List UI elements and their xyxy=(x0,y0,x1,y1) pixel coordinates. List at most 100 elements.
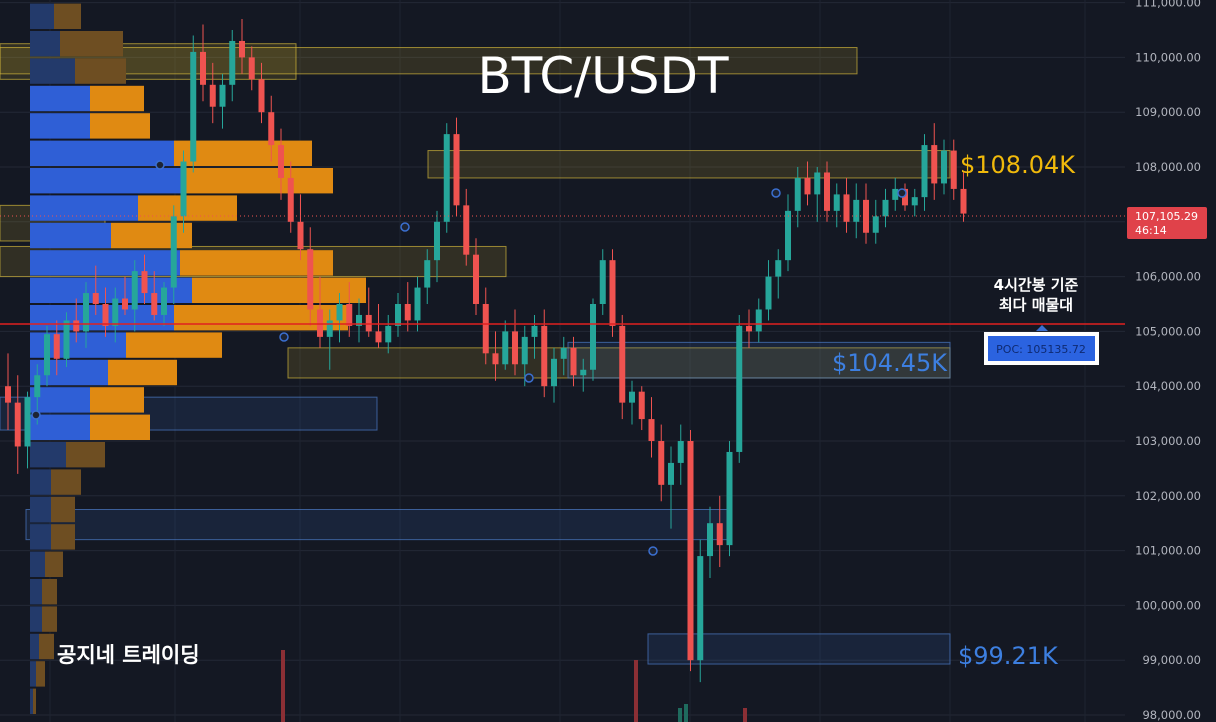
current-price-tag xyxy=(1127,207,1207,240)
candle-body xyxy=(395,304,401,326)
candle-body xyxy=(307,249,314,310)
candle-body xyxy=(63,320,70,359)
price-tick-label: 111,000.00 xyxy=(1135,0,1201,10)
candle-body xyxy=(268,112,275,146)
candle-body xyxy=(473,254,479,304)
pivot-marker xyxy=(400,222,410,232)
price-tick-label: 101,000.00 xyxy=(1135,544,1201,558)
candle-body xyxy=(44,334,50,376)
candle-body xyxy=(502,331,509,365)
demand-zone xyxy=(567,341,951,379)
profile-sell-bar xyxy=(90,387,144,413)
candle-body xyxy=(180,161,187,217)
profile-sell-bar xyxy=(36,661,45,687)
candle-body xyxy=(941,150,947,184)
candle-body xyxy=(521,336,528,365)
profile-buy-bar xyxy=(30,277,192,303)
profile-buy-bar xyxy=(30,113,90,139)
candle-body xyxy=(122,298,128,310)
candle-body xyxy=(853,199,860,222)
price-tick-label: 110,000.00 xyxy=(1135,50,1201,64)
profile-sell-bar xyxy=(90,414,150,440)
candle-body xyxy=(960,188,967,214)
profile-sell-bar xyxy=(54,3,81,29)
price-tick-label: 109,000.00 xyxy=(1135,105,1201,119)
profile-buy-bar xyxy=(30,661,36,687)
profile-sell-bar xyxy=(90,113,150,139)
candle-body xyxy=(843,194,850,222)
candle-body xyxy=(346,304,353,326)
profile-sell-bar xyxy=(33,688,36,714)
candle-body xyxy=(170,216,177,288)
profile-sell-bar xyxy=(60,31,123,57)
supply-zone xyxy=(0,47,858,75)
candle-body xyxy=(278,145,284,178)
candle-body xyxy=(599,260,606,304)
profile-sell-bar xyxy=(51,524,75,550)
candle-body xyxy=(736,325,743,452)
profile-buy-bar xyxy=(30,222,111,249)
chart-title: BTC/USDT xyxy=(477,47,729,105)
price-tick-label: 106,000.00 xyxy=(1135,270,1201,284)
candle-body xyxy=(580,369,587,376)
candle-body xyxy=(365,314,372,332)
candle-body xyxy=(882,199,889,217)
candle-body xyxy=(336,304,343,321)
profile-sell-bar xyxy=(90,85,144,112)
candle-body xyxy=(112,298,119,326)
candle-body xyxy=(131,271,138,310)
candle-body xyxy=(824,172,830,211)
volume-bar xyxy=(684,704,688,722)
pivot-marker xyxy=(897,188,907,198)
candle-body xyxy=(872,216,879,233)
candle-body xyxy=(151,293,158,315)
profile-buy-bar xyxy=(30,442,66,468)
watermark-brand: 공지네 트레이딩 xyxy=(57,643,200,667)
candle-body xyxy=(326,320,333,337)
profile-buy-bar xyxy=(30,250,180,276)
profile-buy-bar xyxy=(30,168,186,194)
volume-bar xyxy=(743,708,747,722)
candle-body xyxy=(248,57,255,80)
candle-body xyxy=(785,210,791,261)
pivot-marker xyxy=(279,332,289,342)
profile-buy-bar xyxy=(30,524,51,550)
candle-body xyxy=(804,177,811,195)
candle-body xyxy=(755,309,762,332)
candle-body xyxy=(190,51,197,162)
candle-body xyxy=(648,419,655,441)
candle-body xyxy=(34,375,41,398)
poc-box xyxy=(988,336,1095,361)
candle-body xyxy=(200,51,206,85)
candle-body xyxy=(638,391,645,420)
pivot-marker xyxy=(31,410,41,420)
profile-sell-bar xyxy=(174,140,312,166)
candle-body xyxy=(297,221,304,250)
candle-body xyxy=(404,304,411,321)
candle-body xyxy=(5,386,11,403)
profile-buy-bar xyxy=(30,31,60,57)
profile-sell-bar xyxy=(51,496,75,523)
candle-body xyxy=(658,441,665,485)
candle-body xyxy=(443,134,450,222)
profile-buy-bar xyxy=(30,140,174,166)
candle-body xyxy=(892,188,899,200)
price-tick-label: 103,000.00 xyxy=(1135,434,1201,448)
candle-body xyxy=(356,314,362,326)
price-tick-label: 100,000.00 xyxy=(1135,598,1201,612)
volume-bar xyxy=(678,708,682,722)
candle-body xyxy=(209,84,216,107)
pivot-marker xyxy=(771,188,781,198)
candle-body xyxy=(141,271,148,294)
candle-body xyxy=(219,84,226,107)
candle-body xyxy=(414,287,421,321)
candle-body xyxy=(902,188,908,206)
candle-body xyxy=(765,276,772,310)
poc-annotation: 4시간봉 기준 xyxy=(994,276,1079,294)
demand-zone xyxy=(25,509,729,541)
candle-body xyxy=(434,221,440,261)
candle-body xyxy=(492,353,499,365)
candle-body xyxy=(697,556,704,661)
profile-sell-bar xyxy=(111,222,192,249)
profile-buy-bar xyxy=(30,58,75,84)
